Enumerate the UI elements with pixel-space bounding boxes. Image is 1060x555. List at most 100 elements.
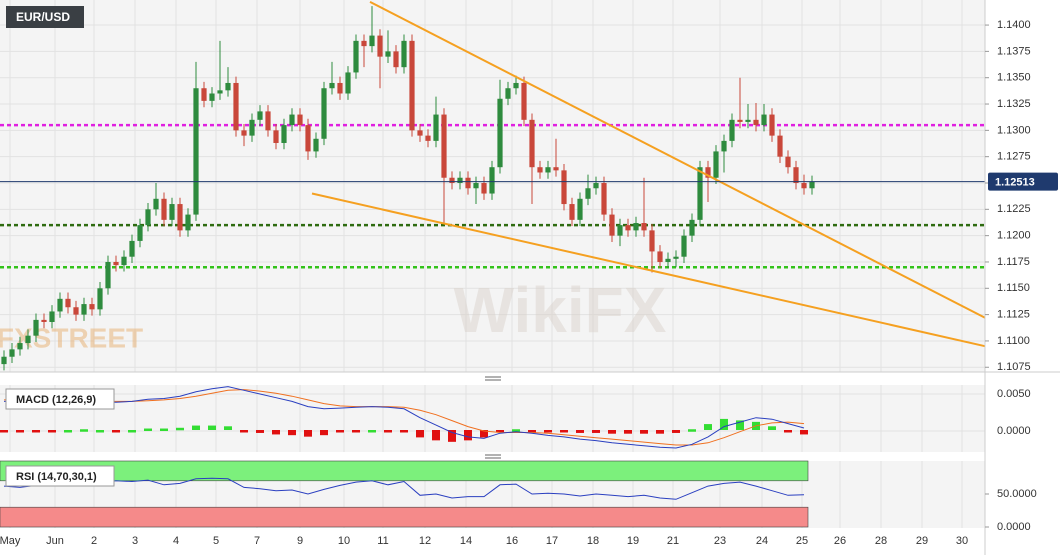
candle-body (457, 177, 463, 183)
trendline (311, 192, 986, 348)
macd-histogram-bar (272, 429, 280, 435)
macd-histogram-bar (80, 429, 88, 432)
candle-body (769, 114, 775, 136)
y-tick-label: 1.1200 (997, 230, 1031, 242)
last-price-tag (988, 172, 1058, 191)
x-tick-label: 17 (546, 535, 558, 547)
y-tick-label: 1.1325 (997, 98, 1031, 110)
macd-histogram-bar (448, 429, 456, 442)
panel-handle[interactable] (485, 376, 501, 381)
x-tick-label: 30 (956, 535, 968, 547)
macd-histogram-bar (192, 425, 200, 430)
candle-body (73, 307, 79, 315)
candle-body (393, 51, 399, 68)
candle-body (513, 82, 519, 89)
candle-body (673, 256, 679, 259)
macd-histogram-bar (704, 424, 712, 430)
y-tick-label: 1.1100 (997, 335, 1030, 347)
y-tick-label: 50.0000 (997, 488, 1037, 500)
y-tick-label: 1.1375 (997, 45, 1031, 57)
candle-body (561, 170, 567, 205)
candle-body (145, 209, 151, 226)
macd-histogram-bar (96, 429, 104, 433)
candle-body (481, 182, 487, 194)
candle-body (593, 182, 599, 189)
candle-body (49, 311, 55, 322)
candle-body (249, 119, 255, 136)
macd-histogram-bar (144, 428, 152, 432)
candle-body (345, 72, 351, 94)
indicator-box[interactable] (5, 465, 115, 487)
candle-body (449, 177, 455, 183)
candle-body (337, 82, 343, 94)
y-tick-label: 1.1350 (997, 72, 1031, 84)
candle-body (689, 219, 695, 236)
candle-body (417, 130, 423, 136)
symbol-box[interactable] (6, 6, 84, 28)
oversold-band (0, 506, 809, 528)
x-tick-label: May (0, 535, 21, 547)
x-tick-label: 16 (506, 535, 518, 547)
candle-body (57, 298, 63, 312)
macd-histogram-bar (512, 429, 520, 432)
candle-body (281, 125, 287, 143)
last-price-label: 1.12513 (995, 177, 1035, 189)
candle-body (409, 40, 415, 131)
candle-body (577, 198, 583, 220)
candle-body (377, 35, 383, 57)
macd-histogram-bar (288, 429, 296, 436)
candle-body (369, 35, 375, 47)
candle-body (137, 225, 143, 241)
candle-body (1, 356, 7, 365)
candle-body (705, 167, 711, 178)
candle-body (641, 223, 647, 231)
candle-body (353, 40, 359, 73)
candle-body (169, 204, 175, 220)
watermarks: WikiFX FXSTREET (0, 274, 667, 353)
candle-body (105, 261, 111, 289)
panel-handle[interactable] (485, 454, 501, 459)
candle-body (121, 256, 127, 266)
macd-histogram-bar (352, 429, 360, 433)
candle-body (745, 119, 751, 122)
candle-body (305, 125, 311, 152)
macd-histogram-bar (416, 429, 424, 438)
trendline (369, 1, 986, 319)
candle-body (81, 304, 87, 315)
candle-body (585, 188, 591, 199)
macd-panel (0, 385, 985, 452)
watermark: WikiFX (454, 274, 667, 346)
candle-body (665, 258, 671, 262)
candle-body (441, 114, 447, 178)
indicator-box[interactable] (5, 388, 115, 410)
candle-body (569, 204, 575, 220)
x-tick-label: 23 (714, 535, 726, 547)
candle-body (153, 198, 159, 210)
x-tick-label: 12 (419, 535, 431, 547)
macd-histogram-bar (320, 429, 328, 436)
macd-title: MACD (12,26,9) (16, 394, 96, 406)
x-tick-label: 19 (627, 535, 639, 547)
macd-histogram-bar (240, 429, 248, 433)
macd-histogram-bar (640, 429, 648, 434)
macd-histogram-bar (784, 429, 792, 433)
y-tick-label: 1.1275 (997, 151, 1031, 163)
candle-body (313, 138, 319, 152)
x-tick-label: 21 (667, 535, 679, 547)
candle-body (265, 111, 271, 131)
x-tick-label: Jun (46, 535, 64, 547)
candle-body (33, 319, 39, 336)
macd-histogram-bar (672, 429, 680, 433)
x-tick-label: 2 (91, 535, 97, 547)
macd-histogram-bar (128, 429, 136, 433)
candle-body (329, 82, 335, 89)
y-tick-label: 1.1125 (997, 309, 1030, 321)
candle-body (609, 214, 615, 236)
candle-body (537, 167, 543, 173)
macd-histogram-bar (160, 428, 168, 432)
macd-histogram-bar (336, 429, 344, 433)
candle-body (617, 225, 623, 236)
candle-body (241, 130, 247, 136)
candle-body (113, 261, 119, 266)
candle-body (225, 82, 231, 91)
